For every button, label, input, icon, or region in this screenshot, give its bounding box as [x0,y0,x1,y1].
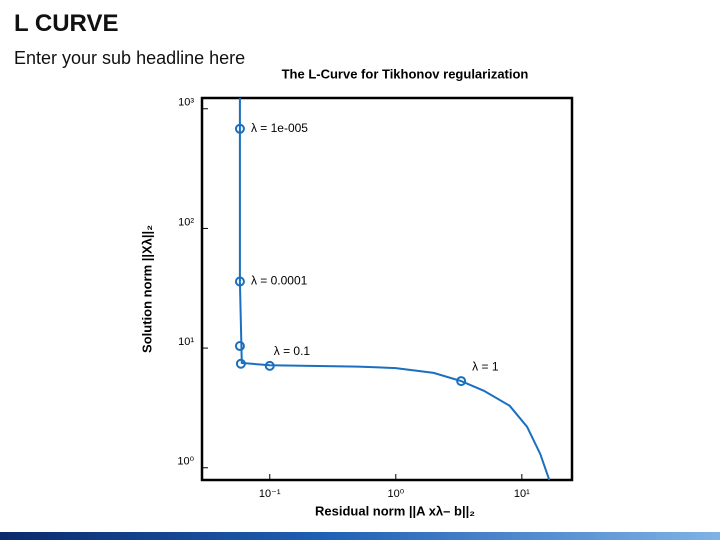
x-tick-label: 10⁻¹ [259,488,281,500]
marker [234,341,245,352]
y-tick-label: 10³ [178,97,194,109]
curve [238,98,551,480]
marker [264,360,275,371]
slide-title: L CURVE [14,10,119,37]
marker-label: λ = 0.0001 [251,274,308,288]
marker [234,276,245,287]
y-tick-label: 10² [178,216,194,228]
marker [234,123,245,134]
plot-area [238,98,551,480]
x-axis-label: Residual norm ||A xλ– b||₂ [315,503,475,518]
chart-title: The L-Curve for Tikhonov regularization [282,66,529,81]
x-tick-label: 10¹ [514,488,530,500]
x-tick-label: 10⁰ [387,488,404,500]
slide-subtitle: Enter your sub headline here [14,48,246,68]
marker [456,376,467,387]
footer-bar [0,532,720,540]
marker-label: λ = 1e-005 [251,121,308,135]
plot-frame [200,96,574,482]
marker [235,358,246,369]
marker-label: λ = 0.1 [274,344,311,358]
y-tick-label: 10⁰ [177,456,194,468]
marker-label: λ = 1 [472,359,499,373]
y-axis-label: Solution norm ||Xλ||₂ [139,225,154,353]
y-tick-label: 10¹ [178,336,194,348]
